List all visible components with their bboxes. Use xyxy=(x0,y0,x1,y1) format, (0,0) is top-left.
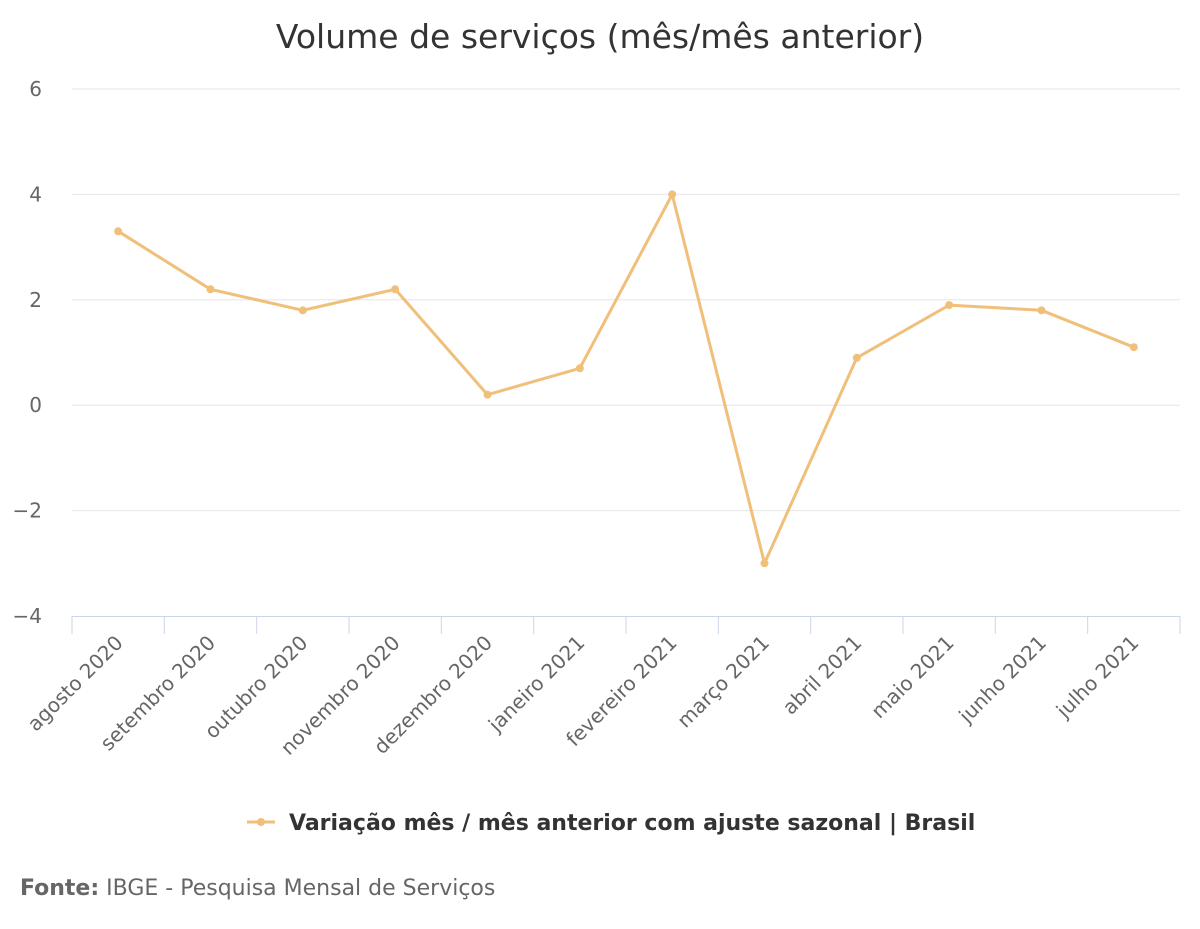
data-point[interactable] xyxy=(668,190,677,199)
series-line xyxy=(117,192,1135,565)
legend[interactable]: Variação mês / mês anterior com ajuste s… xyxy=(247,811,975,836)
y-tick-label: 0 xyxy=(29,393,42,417)
x-tick-label: junho 2021 xyxy=(953,631,1051,729)
data-point[interactable] xyxy=(206,285,215,294)
x-tick-label: maio 2021 xyxy=(866,631,958,723)
data-point[interactable] xyxy=(852,353,861,362)
data-point[interactable] xyxy=(760,559,769,568)
source-label: Fonte: xyxy=(20,876,100,901)
y-tick-label: 6 xyxy=(29,77,42,101)
data-point[interactable] xyxy=(483,390,492,399)
data-point[interactable] xyxy=(1129,343,1138,352)
data-point[interactable] xyxy=(945,301,954,310)
data-point[interactable] xyxy=(391,285,400,294)
x-tick-label: julho 2021 xyxy=(1051,631,1144,724)
data-point[interactable] xyxy=(298,306,307,315)
data-point[interactable] xyxy=(575,364,584,373)
data-point[interactable] xyxy=(1037,306,1046,315)
y-tick-label: −4 xyxy=(13,604,42,628)
gridlines xyxy=(72,88,1180,512)
data-point[interactable] xyxy=(114,227,123,236)
y-tick-label: 4 xyxy=(29,182,42,206)
x-tick-label: abril 2021 xyxy=(778,631,867,720)
x-tick-label: março 2021 xyxy=(672,631,774,733)
legend-point-marker xyxy=(257,818,265,826)
series-group xyxy=(114,190,1138,568)
source-text: IBGE - Pesquisa Mensal de Serviços xyxy=(99,876,496,901)
y-axis-ticks: 6 4 2 0 −2 −4 xyxy=(13,77,42,628)
legend-label: Variação mês / mês anterior com ajuste s… xyxy=(289,811,975,836)
source-note: Fonte: IBGE - Pesquisa Mensal de Serviço… xyxy=(20,876,495,901)
chart-title: Volume de serviços (mês/mês anterior) xyxy=(276,17,924,56)
y-tick-label: 2 xyxy=(29,288,42,312)
x-tick-label: agosto 2020 xyxy=(22,631,127,736)
y-tick-label: −2 xyxy=(13,499,42,523)
